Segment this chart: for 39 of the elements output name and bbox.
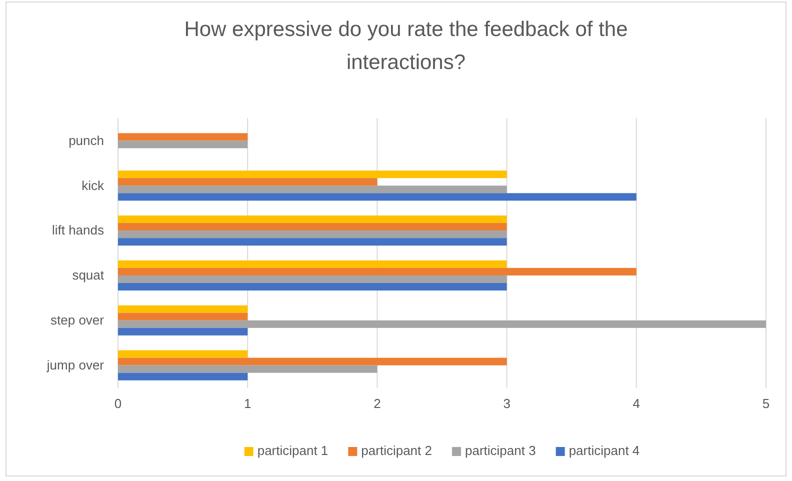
bar (118, 140, 248, 148)
bar (118, 178, 378, 186)
y-tick-label: punch (68, 132, 104, 148)
bar (118, 268, 636, 276)
x-tick-label: 2 (374, 396, 381, 412)
chart-title: How expressive do you rate the feedback of the interactions? (184, 18, 628, 74)
bar (118, 170, 507, 178)
y-tick-label: squat (72, 268, 104, 283)
x-tick-label: 3 (503, 396, 510, 412)
bar (118, 358, 507, 366)
x-tick-label: 1 (244, 396, 252, 412)
bar (118, 215, 507, 224)
bar (118, 133, 248, 141)
x-tick-label: 0 (114, 396, 122, 412)
legend-label: participant 4 (568, 443, 640, 458)
y-tick-label: step over (50, 312, 105, 328)
bar (118, 372, 248, 380)
bar (118, 238, 507, 246)
legend-label: participant 1 (257, 443, 328, 458)
x-tick-label: 5 (762, 396, 770, 412)
bar (118, 275, 507, 283)
bar (118, 365, 378, 373)
y-tick-label: jump over (46, 357, 105, 372)
y-tick-label: kick (82, 178, 104, 193)
legend-label: participant 3 (465, 443, 536, 458)
bar (118, 305, 248, 313)
x-tick-label: 4 (632, 396, 640, 412)
bar (118, 328, 248, 336)
bar (118, 350, 248, 358)
bar (118, 312, 248, 320)
bar (118, 260, 507, 268)
bar (118, 282, 507, 291)
bar (118, 230, 507, 238)
y-tick-label: lift hands (52, 222, 104, 238)
legend-label: participant 2 (361, 443, 432, 458)
bar (118, 320, 766, 328)
bar (118, 186, 507, 194)
bar (118, 223, 507, 231)
bar (118, 193, 636, 201)
